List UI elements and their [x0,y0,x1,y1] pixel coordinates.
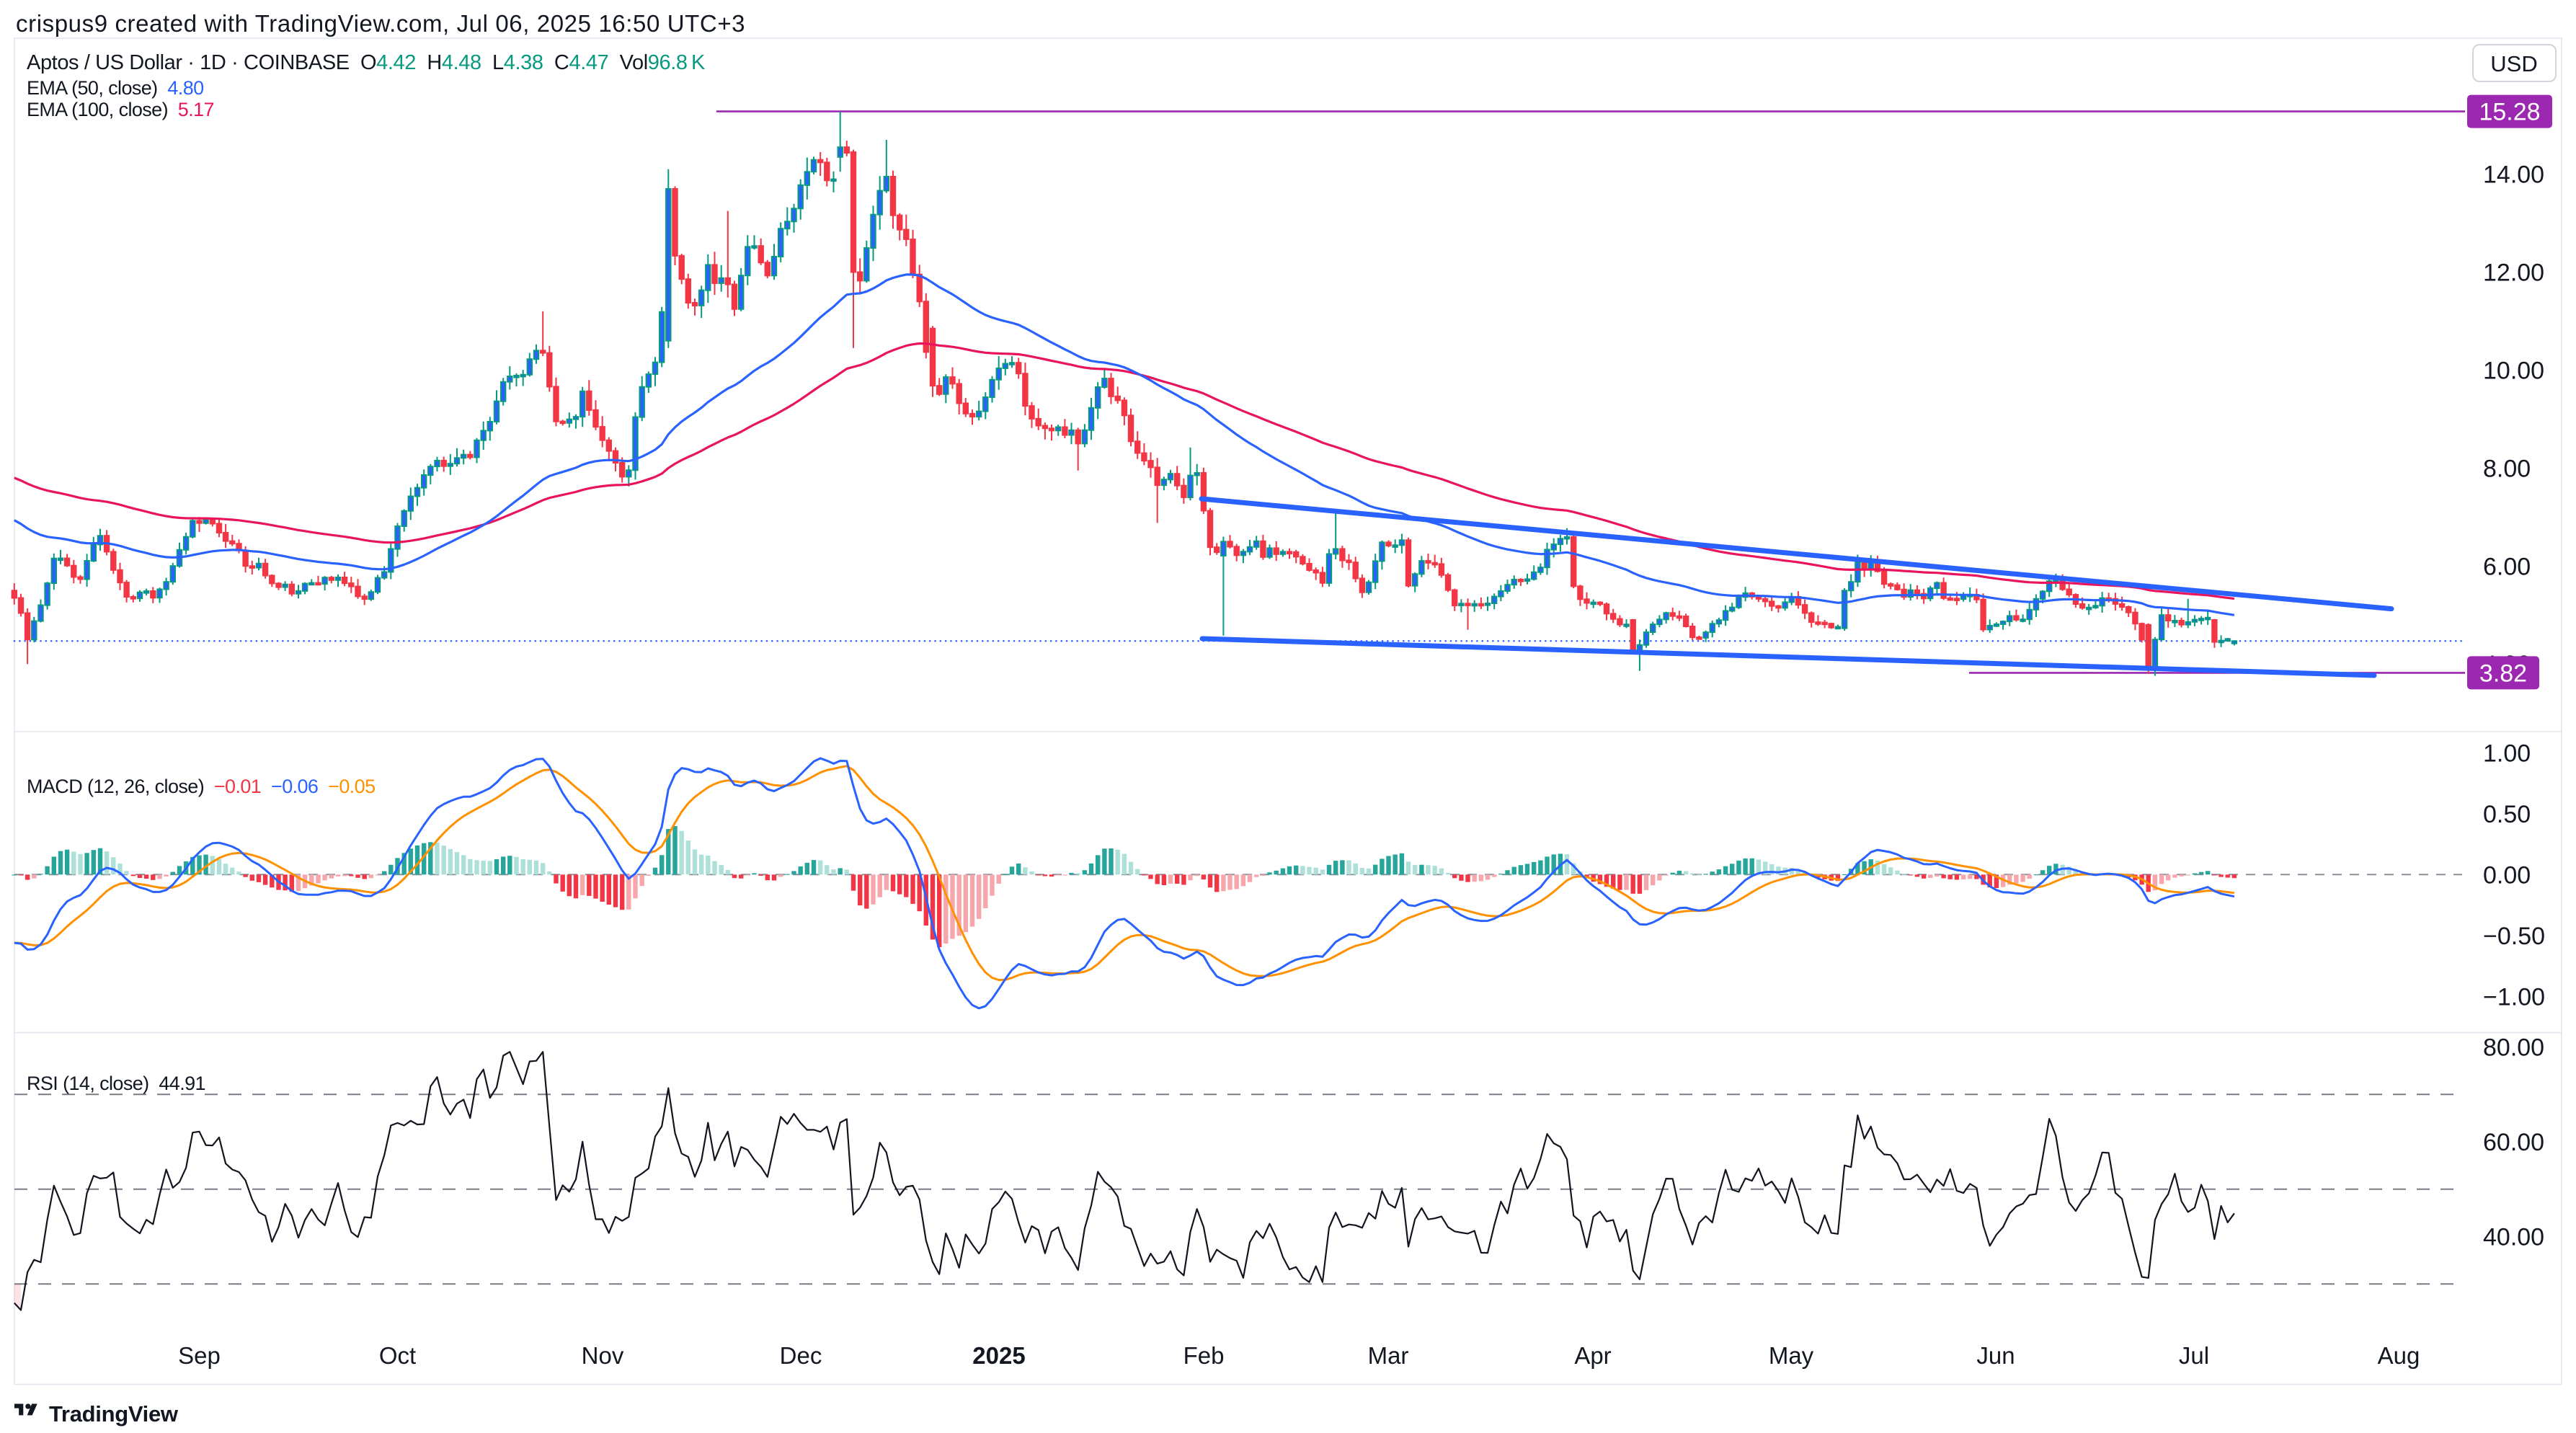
svg-text:Sep: Sep [178,1342,221,1369]
svg-text:−1.00: −1.00 [2483,983,2545,1011]
svg-text:8.00: 8.00 [2483,455,2531,482]
svg-text:Jul: Jul [2179,1342,2209,1369]
svg-text:Dec: Dec [780,1342,822,1369]
svg-text:Aptos / US Dollar · 1D · COINB: Aptos / US Dollar · 1D · COINBASE O4.42 … [27,51,706,74]
svg-text:EMA (100, close) 5.17: EMA (100, close) 5.17 [27,99,214,120]
svg-text:−0.50: −0.50 [2483,923,2545,950]
svg-text:0.00: 0.00 [2483,861,2531,889]
svg-text:Aug: Aug [2378,1342,2420,1369]
svg-text:15.28: 15.28 [2479,99,2540,126]
svg-text:EMA (50, close) 4.80: EMA (50, close) 4.80 [27,77,204,99]
svg-text:Jun: Jun [1976,1342,2015,1369]
svg-text:10.00: 10.00 [2483,357,2544,384]
svg-text:TradingView: TradingView [49,1401,179,1427]
svg-text:40.00: 40.00 [2483,1224,2544,1251]
svg-text:3.82: 3.82 [2479,660,2527,687]
svg-text:60.00: 60.00 [2483,1129,2544,1156]
svg-text:6.00: 6.00 [2483,553,2531,580]
svg-text:12.00: 12.00 [2483,259,2544,287]
svg-text:May: May [1769,1342,1814,1369]
svg-text:USD: USD [2490,51,2537,76]
svg-text:0.50: 0.50 [2483,801,2531,828]
svg-text:2025: 2025 [972,1342,1025,1369]
svg-text:Apr: Apr [1574,1342,1611,1369]
svg-text:14.00: 14.00 [2483,161,2544,189]
svg-text:1.00: 1.00 [2483,740,2531,767]
svg-text:Feb: Feb [1183,1342,1225,1369]
svg-text:Oct: Oct [379,1342,416,1369]
svg-text:crispus9 created with TradingV: crispus9 created with TradingView.com, J… [16,10,745,37]
svg-text:Mar: Mar [1368,1342,1409,1369]
svg-text:RSI (14, close) 44.91: RSI (14, close) 44.91 [27,1073,205,1094]
svg-text:80.00: 80.00 [2483,1034,2544,1062]
svg-text:MACD (12, 26, close) −0.01 −: MACD (12, 26, close) −0.01 −0.06 −0.05 [27,776,376,797]
svg-text:Nov: Nov [582,1342,624,1369]
